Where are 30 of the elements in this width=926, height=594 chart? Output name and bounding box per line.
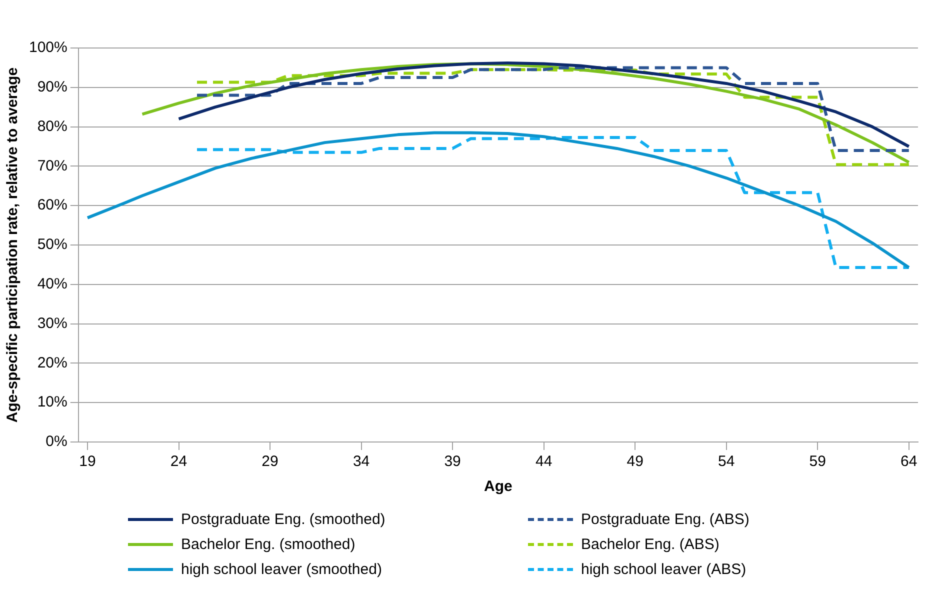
y-tick-label: 40% xyxy=(37,276,68,293)
y-tick-label: 0% xyxy=(46,433,68,450)
y-tick-label: 10% xyxy=(37,394,68,411)
y-tick-label: 90% xyxy=(37,78,68,96)
legend-label: Postgraduate Eng. (smoothed) xyxy=(181,511,386,528)
x-tick-label: 54 xyxy=(718,453,735,470)
y-tick-label: 50% xyxy=(37,236,68,254)
legend-label: Bachelor Eng. (ABS) xyxy=(581,536,720,553)
line-series xyxy=(196,136,910,269)
x-tick-label: 64 xyxy=(900,453,918,470)
x-tick-label: 34 xyxy=(352,453,370,470)
y-tick-label: 70% xyxy=(37,157,68,174)
legend-label: Bachelor Eng. (smoothed) xyxy=(181,536,356,553)
y-tick-label: 60% xyxy=(37,196,68,214)
x-tick-label: 59 xyxy=(809,453,826,470)
legend-label: high school leaver (ABS) xyxy=(581,561,746,578)
y-tick-label: 80% xyxy=(37,118,68,135)
legend-label: Postgraduate Eng. (ABS) xyxy=(581,511,750,528)
y-tick-label: 100% xyxy=(28,39,68,56)
x-tick-label: 49 xyxy=(626,453,644,470)
x-tick-label: 19 xyxy=(79,453,96,470)
x-axis-title: Age xyxy=(484,478,512,496)
y-tick-label: 30% xyxy=(37,314,68,332)
x-tick-label: 29 xyxy=(262,453,278,470)
x-tick-label: 44 xyxy=(535,453,552,470)
y-axis-title: Age-specific participation rate, relative to average xyxy=(4,67,22,423)
legend-label: high school leaver (smoothed) xyxy=(181,561,382,578)
x-tick-label: 39 xyxy=(444,453,461,470)
y-tick-label: 20% xyxy=(37,354,68,372)
x-tick-label: 24 xyxy=(170,453,188,470)
